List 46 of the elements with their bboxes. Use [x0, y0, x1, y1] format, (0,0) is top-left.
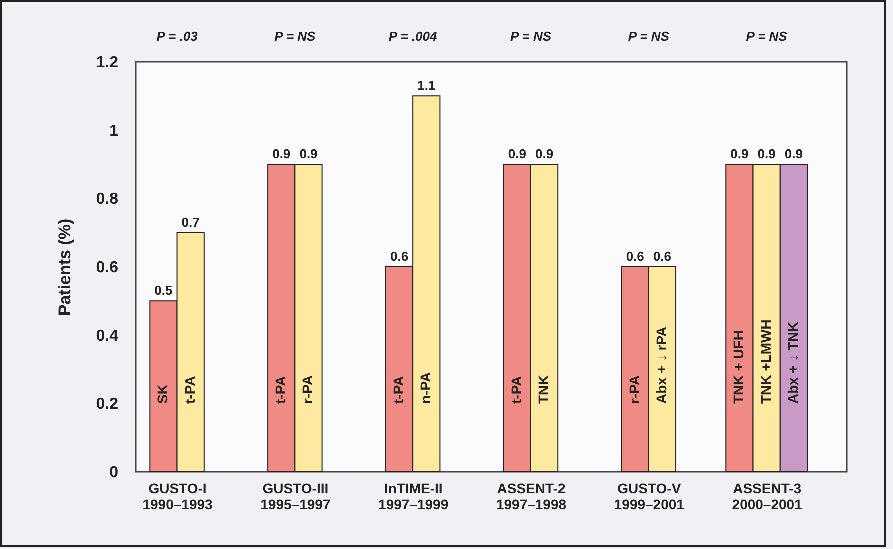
annotation: t-PA — [508, 376, 524, 404]
data-label: 0.9 — [730, 146, 749, 162]
annotation: TNK +LMWH — [758, 320, 774, 404]
data-label: 0.7 — [182, 214, 200, 230]
x-tick-label: GUSTO-I 1990–1993 — [142, 480, 214, 512]
x-tick-label: GUSTO-V 1999–2001 — [614, 480, 685, 512]
text: P = .004 — [388, 29, 438, 44]
text: P = NS — [510, 29, 552, 44]
y-tick-label: 0.8 — [96, 191, 119, 208]
annotation: TNK + UFH — [730, 330, 747, 404]
data-label: 0.9 — [508, 146, 526, 162]
y-tick-label: 1.2 — [96, 54, 119, 72]
y-tick-label: 0.6 — [96, 260, 119, 276]
y-axis-title: Patients (%) — [55, 218, 74, 316]
annotation: SK — [154, 384, 171, 404]
annotation: t-PA — [390, 376, 407, 404]
data-label: 0.9 — [300, 146, 318, 162]
annotation: TNK — [536, 375, 552, 404]
data-label: 0.6 — [390, 249, 409, 264]
annotation: n-PA — [418, 372, 434, 404]
data-label: 0.5 — [154, 283, 173, 298]
annotation: t-PA — [182, 376, 198, 404]
data-label: 0.9 — [272, 146, 291, 162]
y-tick-label: 1 — [110, 122, 119, 140]
data-label: 1.1 — [418, 78, 436, 94]
data-label: 0.9 — [536, 146, 554, 162]
y-tick-label: 0 — [110, 464, 119, 482]
data-label: 0.9 — [784, 146, 803, 162]
y-tick-label: 0.4 — [96, 328, 119, 345]
annotation: Abx + ↓ rPA — [653, 326, 670, 404]
x-tick-label: ASSENT-2 1997–1998 — [496, 480, 567, 512]
y-tick-label: 0.2 — [96, 396, 119, 414]
text: P = NS — [746, 29, 788, 44]
data-label: 0.6 — [626, 249, 644, 264]
annotation: r-PA — [626, 375, 642, 404]
x-tick-label: InTIME-II 1997–1999 — [378, 480, 449, 512]
x-tick-label: GUSTO-III 1995–1997 — [260, 480, 331, 512]
text: P = NS — [274, 29, 316, 44]
annotation: Abx + ↓ TNK — [784, 322, 801, 404]
text: P = NS — [628, 29, 670, 44]
text: P = .03 — [156, 29, 199, 44]
data-label: 0.9 — [758, 146, 776, 162]
annotation: t-PA — [272, 376, 289, 404]
data-label: 0.6 — [653, 249, 672, 264]
x-tick-label: ASSENT-3 2000–2001 — [732, 480, 803, 512]
annotation: r-PA — [300, 375, 316, 404]
